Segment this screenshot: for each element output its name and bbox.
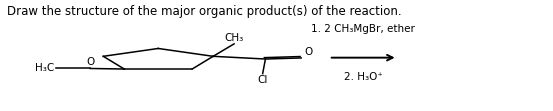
Text: CH₃: CH₃ [225,33,244,43]
Text: Draw the structure of the major organic product(s) of the reaction.: Draw the structure of the major organic … [7,5,401,18]
Text: O: O [86,57,94,67]
Text: 2. H₃O⁺: 2. H₃O⁺ [344,72,383,82]
Text: Cl: Cl [258,75,268,85]
Text: O: O [304,47,312,57]
Text: 1. 2 CH₃MgBr, ether: 1. 2 CH₃MgBr, ether [311,24,415,34]
Text: H₃C: H₃C [35,63,54,73]
